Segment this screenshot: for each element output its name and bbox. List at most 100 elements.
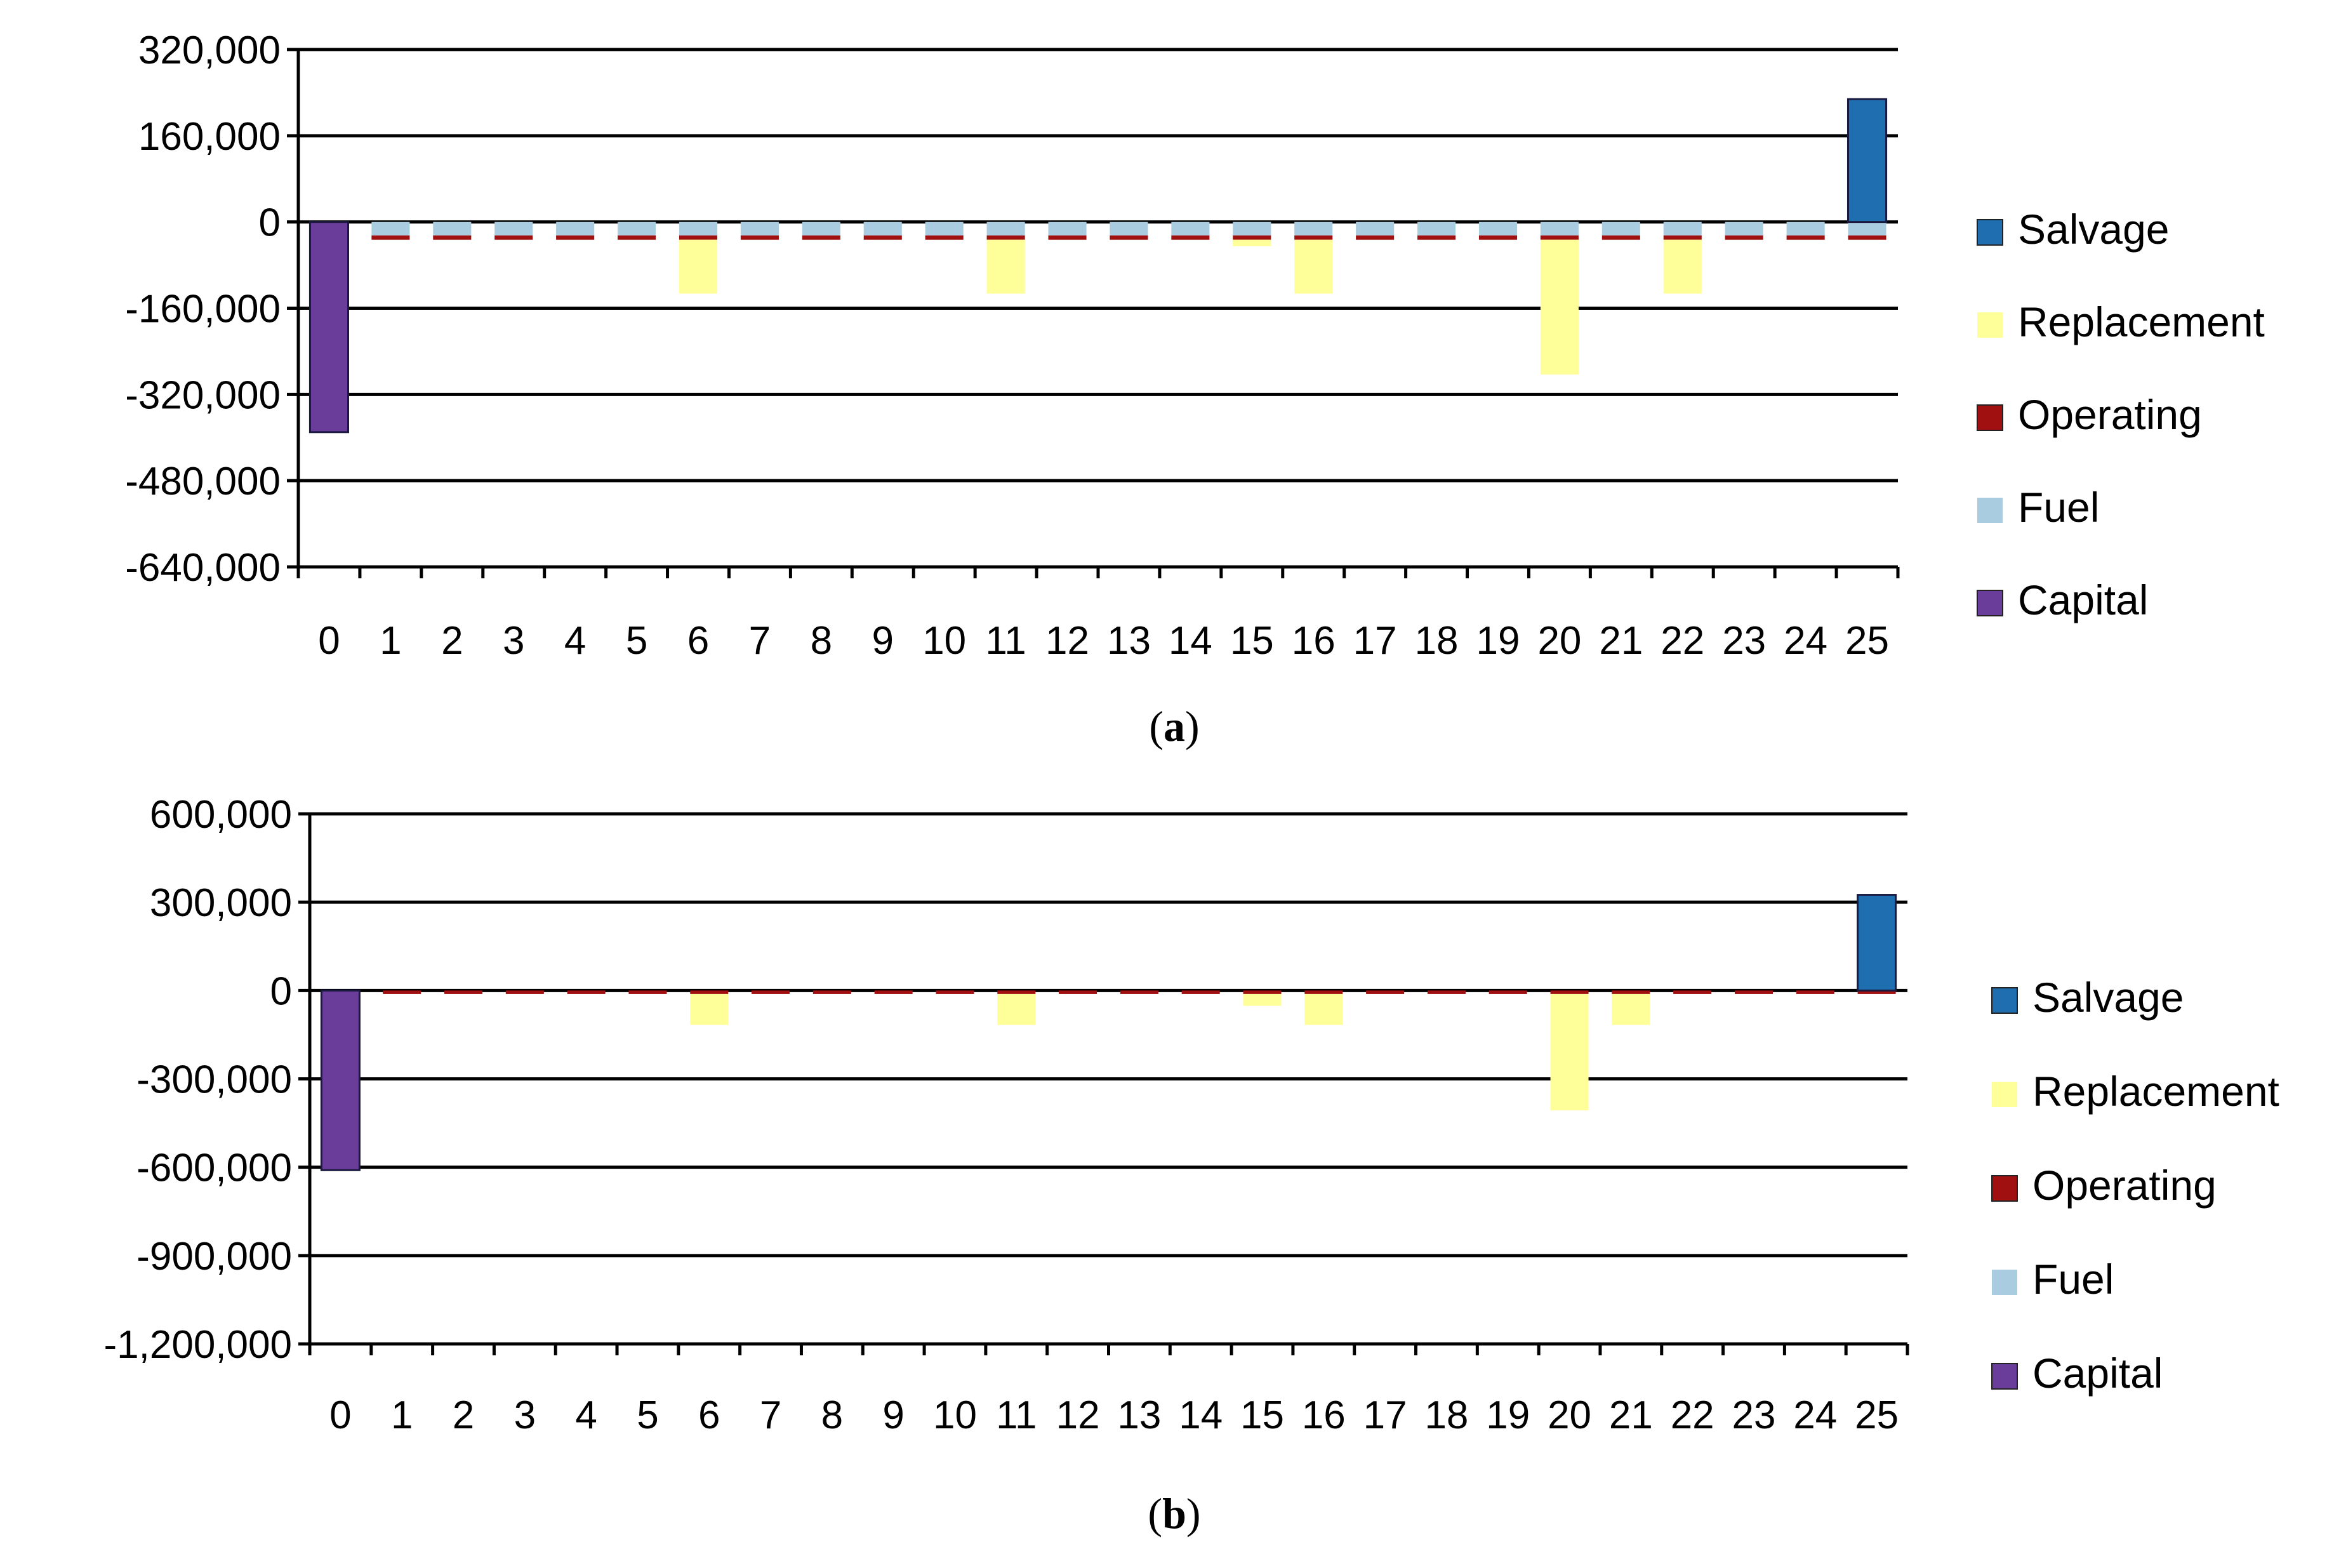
bar-operating-15 xyxy=(1243,990,1282,994)
bar-operating-4 xyxy=(567,990,606,994)
y-tick-label: 300,000 xyxy=(150,881,292,925)
bar-fuel-17 xyxy=(1356,222,1395,236)
x-tick-label: 10 xyxy=(922,619,966,663)
bar-fuel-7 xyxy=(740,222,779,236)
x-tick-label: 18 xyxy=(1415,619,1459,663)
bar-operating-19 xyxy=(1488,990,1527,994)
bar-operating-20 xyxy=(1540,235,1579,240)
legend-label-capital: Capital xyxy=(2032,1350,2163,1397)
x-tick-label: 19 xyxy=(1476,619,1520,663)
legend-swatch-replacement xyxy=(1977,312,2003,338)
legend-swatch-operating xyxy=(1977,404,2003,431)
y-tick-label: -1,200,000 xyxy=(104,1323,292,1367)
x-tick-label: 2 xyxy=(441,619,463,663)
legend-label-operating: Operating xyxy=(2032,1162,2217,1209)
bar-operating-9 xyxy=(863,235,902,240)
bar-operating-14 xyxy=(1171,235,1210,240)
bar-operating-24 xyxy=(1786,235,1825,240)
bar-operating-25 xyxy=(1848,235,1886,240)
bar-fuel-2 xyxy=(433,222,472,236)
bar-capital-0 xyxy=(308,221,350,434)
bar-operating-3 xyxy=(505,990,544,994)
bar-operating-10 xyxy=(925,235,964,240)
bar-replacement-15 xyxy=(1243,993,1282,1006)
bar-operating-7 xyxy=(752,990,790,994)
bar-replacement-16 xyxy=(1294,239,1333,294)
bar-operating-11 xyxy=(997,990,1036,994)
legend-label-operating: Operating xyxy=(2018,391,2202,438)
bar-fuel-3 xyxy=(494,222,533,236)
legend-swatch-operating xyxy=(1991,1175,2018,1202)
bar-operating-14 xyxy=(1181,990,1220,994)
x-tick-label: 15 xyxy=(1240,1393,1284,1437)
bar-operating-21 xyxy=(1601,235,1640,240)
bar-operating-16 xyxy=(1304,990,1343,994)
bar-replacement-11 xyxy=(997,993,1036,1025)
y-tick-label: -160,000 xyxy=(125,288,281,331)
x-tick-label: 20 xyxy=(1537,619,1581,663)
x-tick-label: 24 xyxy=(1784,619,1827,663)
bar-operating-8 xyxy=(802,235,840,240)
bar-replacement-16 xyxy=(1304,993,1343,1025)
x-tick-label: 25 xyxy=(1855,1393,1899,1437)
x-tick-label: 14 xyxy=(1179,1393,1223,1437)
bar-fuel-6 xyxy=(679,222,718,236)
bar-operating-8 xyxy=(812,990,851,994)
bar-operating-18 xyxy=(1427,990,1466,994)
bar-replacement-15 xyxy=(1233,239,1271,246)
x-tick-label: 12 xyxy=(1056,1393,1100,1437)
y-tick-label: -480,000 xyxy=(125,460,281,503)
bar-operating-24 xyxy=(1796,990,1834,994)
panel-letter-a: a xyxy=(1164,702,1185,750)
bar-fuel-14 xyxy=(1171,222,1210,236)
x-tick-label: 23 xyxy=(1722,619,1766,663)
bar-operating-25 xyxy=(1857,990,1896,994)
x-tick-label: 11 xyxy=(996,1393,1037,1437)
y-tick-label: 600,000 xyxy=(150,793,292,837)
x-tick-label: 6 xyxy=(687,619,709,663)
legend-swatch-salvage xyxy=(1977,219,2003,246)
legend-label-replacement: Replacement xyxy=(2018,298,2265,345)
x-tick-label: 4 xyxy=(564,619,586,663)
bar-operating-22 xyxy=(1673,990,1712,994)
bar-operating-21 xyxy=(1612,990,1650,994)
bar-operating-13 xyxy=(1120,990,1158,994)
bar-operating-5 xyxy=(628,990,667,994)
x-tick-label: 13 xyxy=(1117,1393,1161,1437)
x-tick-label: 5 xyxy=(626,619,647,663)
legend-label-fuel: Fuel xyxy=(2032,1256,2114,1303)
x-tick-label: 2 xyxy=(453,1393,474,1437)
x-tick-label: 9 xyxy=(882,1393,904,1437)
chart-b: 600,000 300,000 0 -300,000 -600,000 -900,000 -… xyxy=(104,793,2279,1437)
bar-operating-6 xyxy=(690,990,729,994)
bar-replacement-22 xyxy=(1663,239,1702,294)
legend-swatch-fuel xyxy=(1992,1270,2017,1295)
bar-capital-0 xyxy=(320,989,361,1171)
legend-swatch-fuel xyxy=(1977,498,2003,523)
x-tick-label: 6 xyxy=(698,1393,720,1437)
x-tick-label: 19 xyxy=(1486,1393,1530,1437)
x-tick-label: 8 xyxy=(821,1393,843,1437)
bar-fuel-1 xyxy=(371,222,410,236)
legend-swatch-capital xyxy=(1977,590,2003,616)
bar-operating-16 xyxy=(1294,235,1333,240)
x-tick-label: 25 xyxy=(1845,619,1889,663)
x-tick-label: 4 xyxy=(575,1393,597,1437)
legend-label-replacement: Replacement xyxy=(2032,1068,2279,1115)
legend-swatch-salvage xyxy=(1991,987,2018,1014)
bar-operating-15 xyxy=(1233,235,1271,240)
x-tick-label: 16 xyxy=(1302,1393,1346,1437)
x-tick-label: 14 xyxy=(1169,619,1212,663)
bar-operating-2 xyxy=(444,990,483,994)
panel-label-b: (b) xyxy=(1148,1489,1201,1538)
legend-label-salvage: Salvage xyxy=(2018,206,2170,253)
bar-fuel-24 xyxy=(1786,222,1825,236)
panel-letter-b: b xyxy=(1162,1489,1186,1538)
bar-fuel-19 xyxy=(1478,222,1518,236)
y-tick-label: 0 xyxy=(270,969,292,1013)
bar-operating-1 xyxy=(383,990,421,994)
x-tick-label: 1 xyxy=(380,619,401,663)
bar-operating-17 xyxy=(1366,990,1405,994)
bar-operating-12 xyxy=(1059,990,1097,994)
